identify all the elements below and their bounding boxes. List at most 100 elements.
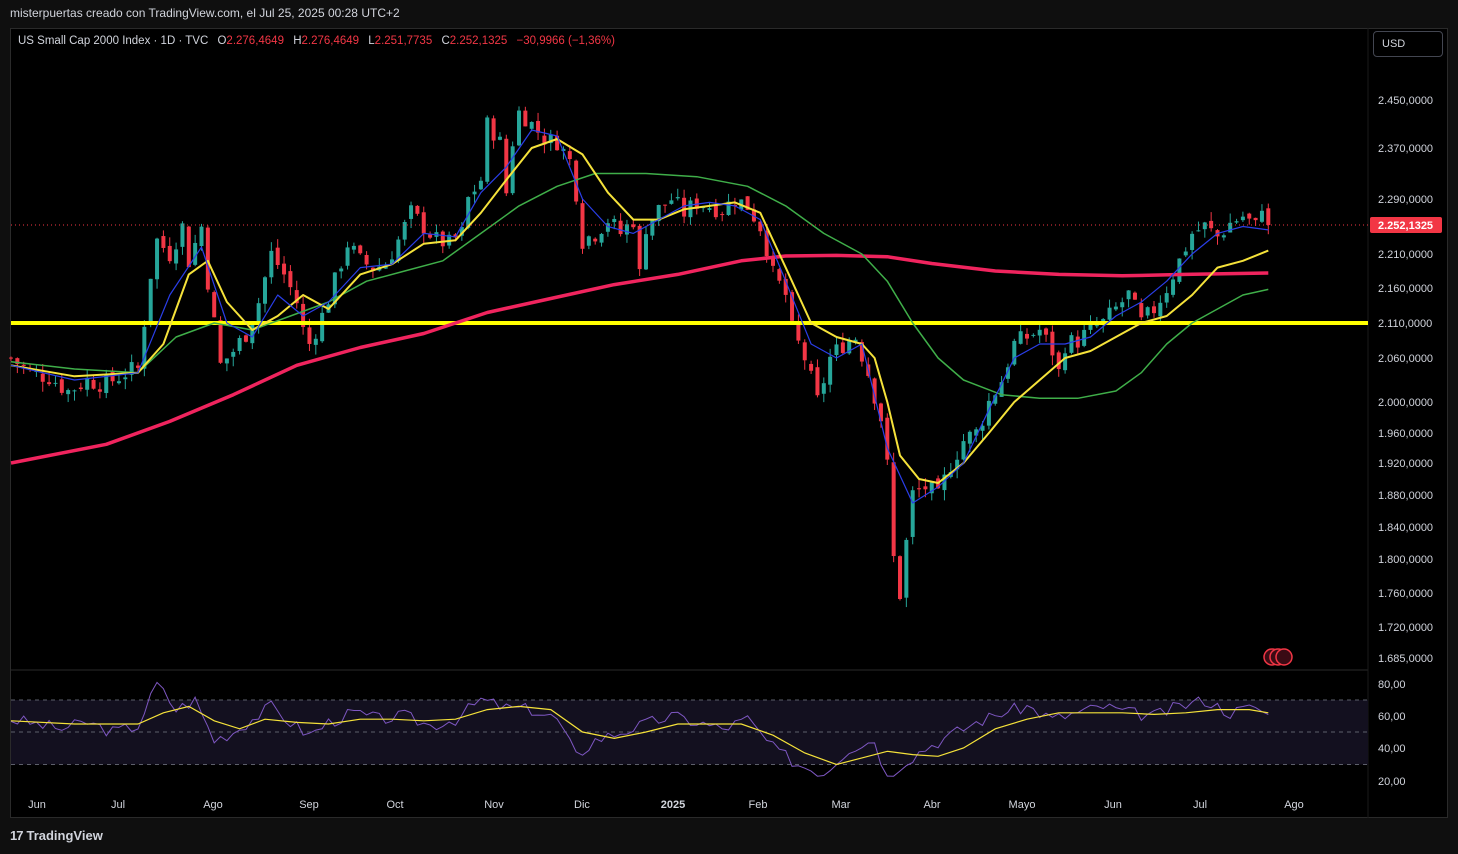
time-tick-label: Dic [574, 799, 590, 811]
candle-body [510, 146, 515, 194]
symbol-label[interactable]: US Small Cap 2000 Index · 1D · TVC [18, 35, 209, 47]
candle-body [809, 363, 814, 371]
ma-long-line [10, 253, 1269, 465]
candle-body [631, 224, 636, 228]
candle-body [1075, 336, 1080, 348]
grid-layer [11, 28, 1369, 818]
candle-body [821, 383, 826, 394]
change-value: −30,9966 (−1,36%) [516, 35, 615, 47]
candle-body [1190, 233, 1195, 250]
candle-body [783, 278, 788, 295]
time-tick-label: Ago [1284, 799, 1304, 811]
rsi-ma-line [10, 705, 1269, 766]
last-price-tag [1370, 217, 1442, 234]
candle-body [650, 219, 655, 236]
candle-body [859, 342, 864, 362]
candle-body [904, 539, 909, 598]
candle-body [205, 227, 210, 290]
candle-body [110, 371, 115, 382]
candle-body [1202, 222, 1207, 230]
candle-body [358, 245, 363, 254]
candle-body [567, 151, 572, 160]
candle-body [1152, 306, 1156, 314]
candle-body [580, 203, 585, 249]
candle-body [129, 362, 134, 375]
candle-body [1018, 331, 1023, 344]
candle-body [193, 242, 198, 265]
candle-body [815, 367, 820, 396]
currency-button[interactable]: USD [1373, 31, 1443, 57]
time-tick-label: Ago [203, 799, 223, 811]
candle-body [72, 390, 77, 392]
candle-body [974, 429, 979, 436]
rsi-tick-label: 60,00 [1378, 711, 1406, 723]
candle-body [942, 474, 947, 491]
candle-body [548, 134, 553, 144]
candle-body [174, 249, 179, 264]
candle-body [1056, 352, 1061, 370]
candle-body [1120, 302, 1125, 308]
low-label: L [368, 35, 375, 47]
time-tick-label: Mayo [1009, 799, 1036, 811]
candle-body [720, 214, 725, 216]
price-tick-label: 1.840,0000 [1378, 522, 1433, 534]
candle-body [910, 490, 915, 537]
candle-body [961, 441, 966, 460]
candle-body [624, 224, 629, 235]
candle-body [929, 482, 934, 494]
candle-body [1228, 222, 1233, 233]
candle-body [59, 379, 64, 393]
candle-body [167, 245, 172, 262]
candle-body [364, 254, 369, 265]
candle-body [53, 382, 58, 384]
ma-fast-line [10, 129, 1269, 504]
time-tick-label: Nov [484, 799, 504, 811]
candle-body [1044, 328, 1049, 335]
candle-body [370, 267, 375, 271]
candle-body [1031, 334, 1036, 336]
candle-body [428, 234, 433, 238]
high-label: H [293, 35, 302, 47]
tradingview-footer[interactable]: 17 TradingView [10, 828, 103, 843]
candle-body [180, 223, 185, 247]
candle-body [256, 303, 261, 325]
candle-body [675, 197, 680, 199]
candle-body [250, 323, 255, 344]
candle-body [1139, 303, 1144, 318]
candle-body [497, 136, 502, 140]
candle-body [751, 209, 756, 222]
candle-body [282, 263, 287, 275]
candle-body [796, 322, 801, 341]
candle-body [1158, 302, 1163, 317]
candle-body [21, 364, 26, 366]
ohlc-legend: US Small Cap 2000 Index · 1D · TVC O2.27… [18, 35, 615, 47]
candle-body [269, 250, 274, 278]
time-tick-label: Oct [386, 799, 403, 811]
candle-body [307, 327, 312, 344]
candle-body [707, 208, 712, 210]
candle-body [1069, 335, 1074, 353]
price-tick-label: 2.370,0000 [1378, 143, 1433, 155]
candle-body [1234, 221, 1239, 223]
ma-mid-line [10, 138, 1269, 484]
chart-frame[interactable] [10, 28, 1448, 818]
candle-body [618, 220, 623, 235]
candle-body [91, 379, 96, 389]
candle-body [78, 387, 83, 390]
time-tick-label: Mar [832, 799, 851, 811]
candle-body [682, 197, 687, 217]
candle-body [123, 377, 128, 380]
candle-body [878, 403, 883, 422]
candle-body [396, 239, 401, 261]
price-tick-label: 1.960,0000 [1378, 428, 1433, 440]
candle-body [440, 231, 445, 247]
axes-layer: 2.450,0000 2.370,0000 2.290,0000 2.210,0000… [28, 95, 1442, 811]
candle-body [66, 390, 71, 395]
candle-body [485, 117, 490, 182]
candle-body [224, 358, 229, 364]
candle-body [161, 236, 166, 248]
candle-body [967, 431, 972, 444]
candle-body [491, 118, 496, 141]
candle-body [409, 205, 414, 219]
